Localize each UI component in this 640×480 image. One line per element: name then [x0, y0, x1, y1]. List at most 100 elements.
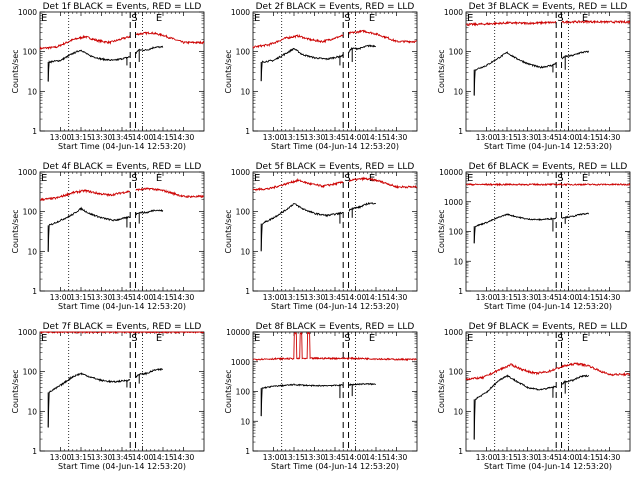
x-tick-label: 14:00 — [132, 453, 154, 462]
plot-frame — [39, 171, 205, 292]
panel-det-3: Det 3f BLACK = Events, RED = LLD 1 10 100 10… — [437, 2, 631, 151]
x-tick-label: 13:15 — [283, 133, 305, 142]
y-axis-label: Counts/sec — [11, 369, 20, 413]
x-tick-label: 13:30 — [517, 293, 539, 302]
events-series-line — [260, 203, 343, 251]
marker-label-s: S — [557, 13, 563, 24]
lld-series-line — [252, 33, 344, 49]
marker-label-e: E — [369, 13, 375, 24]
x-tick-label: 13:15 — [70, 453, 92, 462]
x-tick-label: 13:30 — [304, 133, 326, 142]
y-tick-label: 100 — [236, 388, 251, 397]
y-tick-label: 1 — [32, 127, 37, 136]
marker-label-e: E — [467, 13, 473, 24]
panel-title: Det 4f BLACK = Events, RED = LLD — [43, 162, 202, 172]
marker-label-s: S — [557, 333, 563, 344]
x-tick-label: 14:15 — [578, 453, 600, 462]
marker-label-s: S — [557, 173, 563, 184]
x-tick-label: 14:15 — [152, 453, 174, 462]
marker-label-e: E — [369, 333, 375, 344]
y-tick-label: 100 — [449, 48, 464, 57]
x-tick-label: 14:30 — [599, 453, 621, 462]
x-axis-label: Start Time (04-Jun-14 12:53:20) — [58, 462, 186, 471]
panel-title: Det 1f BLACK = Events, RED = LLD — [43, 2, 202, 12]
y-axis-label: Counts/sec — [437, 369, 446, 413]
panel-det-6: Det 6f BLACK = Events, RED = LLD 1 10 100 10… — [437, 162, 631, 311]
events-series-line — [561, 212, 589, 219]
y-tick-label: 1 — [32, 287, 37, 296]
y-tick-label: 10000 — [226, 328, 250, 337]
x-axis-label: Start Time (04-Jun-14 12:53:20) — [58, 142, 186, 151]
events-series-line — [135, 367, 163, 379]
x-tick-label: 13:30 — [517, 453, 539, 462]
x-tick-label: 13:00 — [476, 453, 498, 462]
y-tick-label: 1000 — [231, 358, 250, 367]
x-axis-label: Start Time (04-Jun-14 12:53:20) — [484, 302, 612, 311]
x-tick-label: 13:30 — [304, 453, 326, 462]
plot-frame — [39, 331, 205, 452]
y-tick-label: 1000 — [231, 168, 250, 177]
plot-frame — [252, 11, 418, 132]
marker-label-s: S — [344, 13, 350, 24]
y-tick-label: 10 — [27, 87, 37, 96]
plot-frame — [39, 11, 205, 132]
y-tick-label: 100 — [23, 368, 38, 377]
lld-series-line — [348, 176, 418, 189]
x-tick-label: 14:30 — [599, 133, 621, 142]
marker-label-e: E — [467, 333, 473, 344]
y-tick-label: 10000 — [439, 168, 463, 177]
y-axis-label: Counts/sec — [437, 49, 446, 93]
y-axis-label: Counts/sec — [224, 369, 233, 413]
lld-series-line — [135, 187, 205, 199]
y-tick-label: 1000 — [231, 8, 250, 17]
y-axis-label: Counts/sec — [224, 49, 233, 93]
y-tick-label: 1 — [245, 447, 250, 456]
events-series-line — [348, 44, 376, 53]
panel-title: Det 9f BLACK = Events, RED = LLD — [469, 322, 628, 332]
x-tick-label: 14:30 — [173, 453, 195, 462]
x-tick-label: 14:30 — [599, 293, 621, 302]
y-axis-label: Counts/sec — [437, 209, 446, 253]
x-tick-label: 14:00 — [132, 293, 154, 302]
panel-det-9: Det 9f BLACK = Events, RED = LLD 1 10 100 10… — [437, 322, 631, 471]
x-tick-label: 14:00 — [558, 133, 580, 142]
marker-label-e: E — [369, 173, 375, 184]
plot-frame — [465, 331, 631, 452]
y-axis-label: Counts/sec — [11, 49, 20, 93]
x-tick-label: 14:15 — [578, 133, 600, 142]
x-tick-label: 13:00 — [476, 293, 498, 302]
events-series-line — [47, 206, 131, 253]
lld-series-line — [252, 331, 417, 362]
y-tick-label: 1000 — [18, 8, 37, 17]
x-tick-label: 14:00 — [345, 453, 367, 462]
x-tick-label: 13:30 — [517, 133, 539, 142]
x-tick-label: 13:15 — [283, 293, 305, 302]
plot-frame — [252, 331, 418, 452]
events-series-line — [47, 49, 130, 82]
y-axis-label: Counts/sec — [224, 209, 233, 253]
lld-series-line — [135, 31, 205, 45]
y-tick-label: 1 — [32, 447, 37, 456]
events-series-line — [135, 45, 164, 54]
y-tick-label: 100 — [449, 368, 464, 377]
lld-series-line — [465, 20, 557, 27]
x-tick-label: 13:15 — [283, 453, 305, 462]
y-tick-label: 100 — [23, 208, 38, 217]
x-tick-label: 14:00 — [558, 293, 580, 302]
x-axis-label: Start Time (04-Jun-14 12:53:20) — [271, 142, 399, 151]
x-tick-label: 13:00 — [50, 133, 72, 142]
lld-series-line — [39, 34, 131, 50]
y-tick-label: 1 — [245, 287, 250, 296]
x-tick-label: 13:30 — [304, 293, 326, 302]
marker-label-s: S — [344, 333, 350, 344]
x-tick-label: 13:00 — [50, 293, 72, 302]
x-tick-label: 13:15 — [496, 293, 518, 302]
marker-label-s: S — [131, 173, 137, 184]
y-tick-label: 10 — [240, 247, 250, 256]
x-tick-label: 14:00 — [558, 453, 580, 462]
x-tick-label: 14:15 — [152, 293, 174, 302]
panel-det-2: Det 2f BLACK = Events, RED = LLD 1 10 100 10… — [224, 2, 418, 151]
x-tick-label: 14:15 — [365, 453, 387, 462]
marker-label-e: E — [254, 333, 260, 344]
